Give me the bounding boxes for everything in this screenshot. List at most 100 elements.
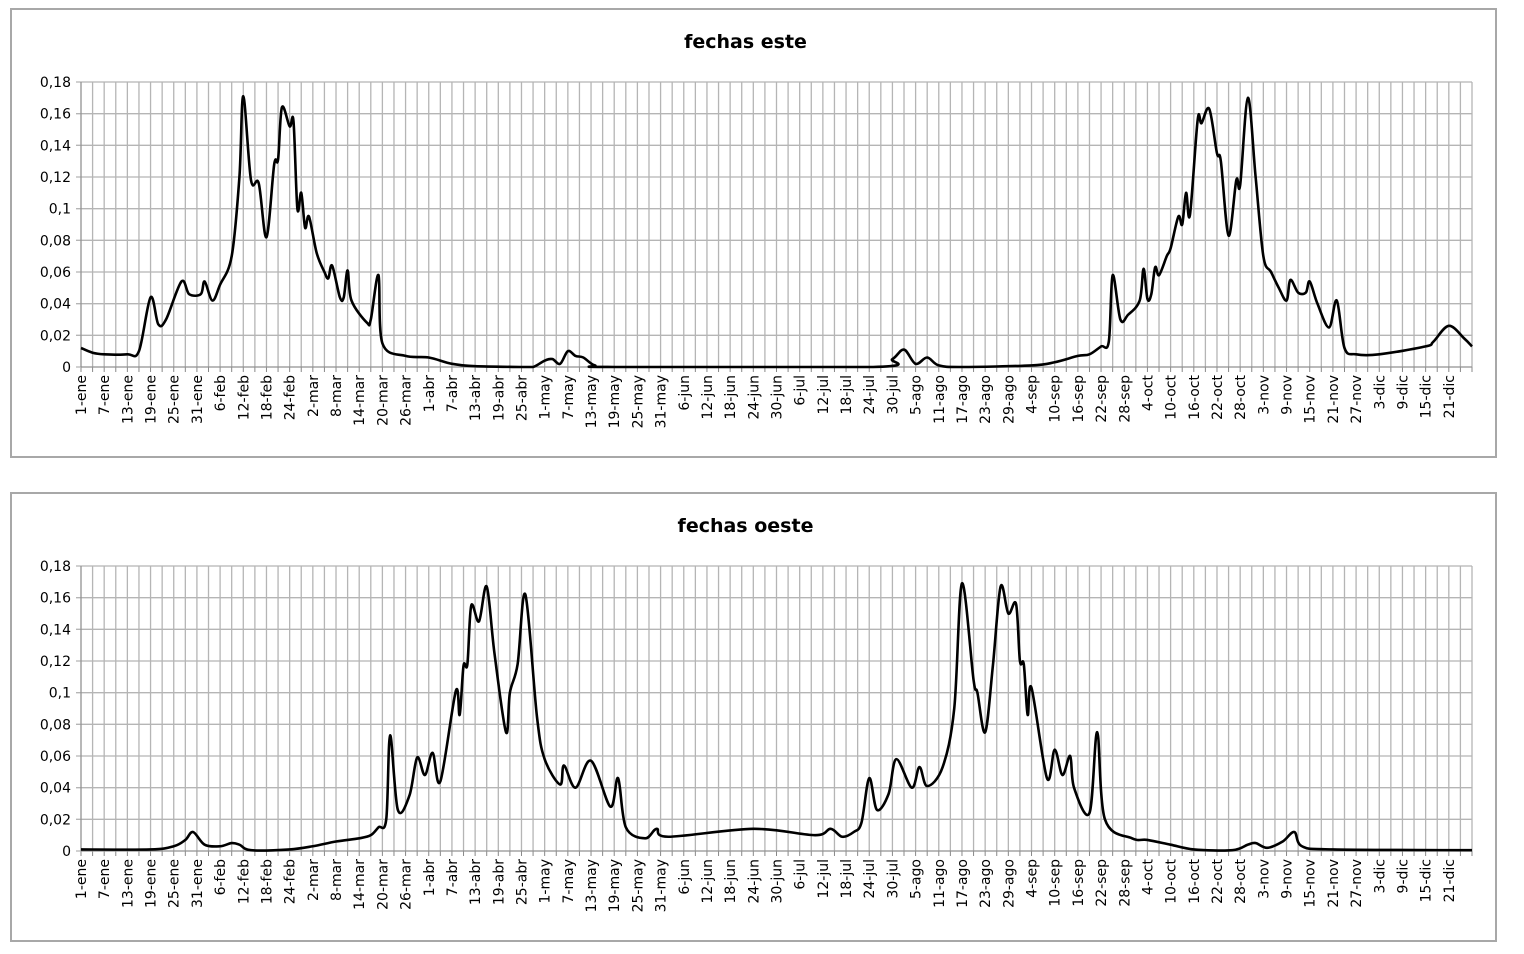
- x-tick-label: 27-nov: [1349, 375, 1365, 424]
- x-tick-label: 15-dic: [1419, 375, 1435, 418]
- x-tick-label: 10-sep: [1048, 859, 1064, 907]
- x-tick-label: 10-oct: [1164, 375, 1180, 420]
- x-tick-label: 25-ene: [167, 859, 183, 908]
- x-tick-label: 3-dic: [1372, 859, 1388, 893]
- x-tick-label: 1-may: [538, 859, 554, 903]
- y-tick-label: 0,1: [49, 202, 71, 218]
- x-tick-label: 6-jul: [793, 859, 809, 890]
- x-tick-label: 13-may: [584, 859, 600, 912]
- x-tick-label: 9-nov: [1280, 375, 1296, 415]
- x-tick-label: 4-oct: [1140, 859, 1156, 895]
- x-tick-label: 1-abr: [422, 859, 438, 896]
- x-tick-label: 7-may: [561, 375, 577, 419]
- x-tick-label: 19-abr: [491, 375, 507, 421]
- x-tick-label: 1-may: [538, 375, 554, 419]
- y-tick-label: 0: [62, 360, 71, 376]
- y-tick-label: 0,1: [49, 686, 71, 702]
- x-tick-label: 24-jun: [746, 859, 762, 904]
- x-tick-label: 9-nov: [1280, 859, 1296, 899]
- x-tick-label: 20-mar: [375, 375, 391, 426]
- x-tick-label: 21-dic: [1442, 375, 1458, 418]
- x-tick-label: 31-ene: [190, 375, 206, 424]
- y-tick-label: 0,08: [40, 717, 71, 733]
- x-tick-label: 1-ene: [74, 859, 90, 899]
- y-tick-label: 0,16: [40, 107, 71, 123]
- y-tick-label: 0,18: [40, 75, 71, 91]
- x-tick-label: 26-mar: [399, 859, 415, 910]
- x-tick-label: 6-jul: [793, 375, 809, 406]
- x-tick-label: 6-jun: [677, 375, 693, 411]
- chart-fechas-oeste: fechas oeste 0 0,02 0,04 0,06 0,08 0,1 0,12 0,14…: [10, 492, 1497, 942]
- x-tick-label: 29-ago: [1001, 375, 1017, 424]
- x-tick-label: 14-mar: [352, 375, 368, 426]
- x-tick-label: 19-abr: [491, 859, 507, 905]
- x-tick-label: 5-ago: [909, 859, 925, 899]
- x-tick-label: 30-jun: [770, 375, 786, 420]
- y-tick-label: 0,04: [40, 781, 71, 797]
- x-tick-label: 26-mar: [399, 375, 415, 426]
- series-line: [80, 582, 1473, 852]
- y-tick-label: 0,04: [40, 297, 71, 313]
- x-tick-label: 23-ago: [978, 859, 994, 908]
- series-line: [80, 94, 1473, 369]
- x-tick-label: 6-feb: [213, 859, 229, 896]
- y-tick-label: 0: [62, 844, 71, 860]
- x-tick-label: 17-ago: [955, 859, 971, 908]
- x-tick-label: 12-jun: [700, 859, 716, 904]
- x-tick-label: 19-may: [607, 859, 623, 912]
- x-tick-label: 11-ago: [932, 375, 948, 424]
- x-tick-label: 10-sep: [1048, 375, 1064, 423]
- x-tick-label: 22-sep: [1094, 375, 1110, 423]
- chart-title: fechas oeste: [678, 515, 814, 537]
- x-tick-label: 28-sep: [1117, 375, 1133, 423]
- x-tick-label: 4-sep: [1025, 859, 1041, 898]
- x-tick-label: 18-jul: [839, 375, 855, 415]
- x-tick-label: 30-jun: [770, 859, 786, 904]
- y-tick-label: 0,06: [40, 749, 71, 765]
- chart-title: fechas este: [684, 31, 807, 53]
- x-tick-label: 2-mar: [306, 859, 322, 901]
- x-tick-label: 19-ene: [144, 859, 160, 908]
- x-tick-label: 8-mar: [329, 375, 345, 417]
- x-tick-label: 11-ago: [932, 859, 948, 908]
- x-tick-label: 31-may: [654, 375, 670, 428]
- y-tick-label: 0,02: [40, 812, 71, 828]
- x-tick-label: 6-jun: [677, 859, 693, 895]
- x-tick-label: 28-oct: [1233, 375, 1249, 420]
- x-tick-label: 20-mar: [375, 859, 391, 910]
- x-tick-label: 21-nov: [1326, 375, 1342, 424]
- x-tick-label: 22-oct: [1210, 859, 1226, 904]
- x-tick-label: 12-jun: [700, 375, 716, 420]
- x-tick-label: 15-dic: [1419, 859, 1435, 902]
- chart-fechas-este: fechas este 0 0,02 0,04 0,06 0,08 0,1 0,12 0,14 0…: [10, 8, 1497, 458]
- chart-svg: fechas oeste 0 0,02 0,04 0,06 0,08 0,1 0,12 0,14…: [40, 515, 1473, 912]
- x-tick-label: 13-abr: [468, 859, 484, 905]
- x-tick-label: 5-ago: [909, 375, 925, 415]
- x-tick-label: 25-abr: [514, 375, 530, 421]
- x-tick-label: 6-feb: [213, 375, 229, 412]
- chart-svg: fechas este 0 0,02 0,04 0,06 0,08 0,1 0,12 0,14 0…: [40, 31, 1473, 428]
- x-tick-label: 15-nov: [1303, 859, 1319, 908]
- x-tick-label: 8-mar: [329, 859, 345, 901]
- x-tick-label: 24-jul: [862, 375, 878, 415]
- y-tick-label: 0,12: [40, 170, 71, 186]
- x-tick-label: 14-mar: [352, 859, 368, 910]
- x-tick-label: 4-sep: [1025, 375, 1041, 414]
- x-tick-label: 31-ene: [190, 859, 206, 908]
- y-tick-label: 0,06: [40, 265, 71, 281]
- x-tick-label: 28-sep: [1117, 859, 1133, 907]
- x-tick-label: 13-may: [584, 375, 600, 428]
- x-tick-label: 3-nov: [1256, 859, 1272, 899]
- x-tick-label: 25-abr: [514, 859, 530, 905]
- y-tick-label: 0,08: [40, 233, 71, 249]
- x-tick-label: 22-oct: [1210, 375, 1226, 420]
- x-tick-label: 15-nov: [1303, 375, 1319, 424]
- x-tick-label: 25-may: [630, 375, 646, 428]
- x-tick-label: 13-ene: [120, 375, 136, 424]
- x-tick-label: 18-jun: [723, 859, 739, 904]
- x-tick-label: 13-abr: [468, 375, 484, 421]
- x-tick-label: 13-ene: [120, 859, 136, 908]
- x-tick-label: 29-ago: [1001, 859, 1017, 908]
- x-tick-label: 7-may: [561, 859, 577, 903]
- x-tick-label: 18-feb: [259, 375, 275, 420]
